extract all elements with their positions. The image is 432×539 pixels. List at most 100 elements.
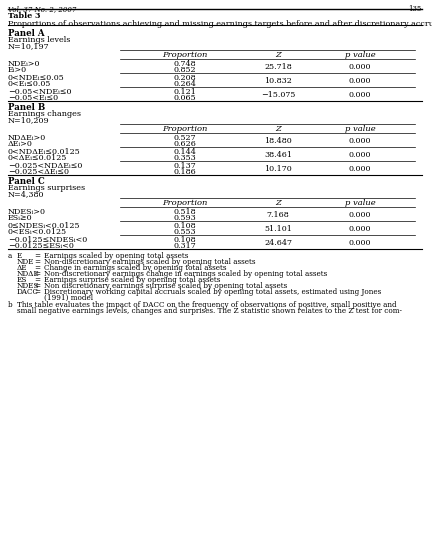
Text: 0.852: 0.852 bbox=[174, 66, 196, 74]
Text: ΔEᵢ>0: ΔEᵢ>0 bbox=[8, 140, 33, 148]
Text: −0.0125≤ESᵢ<0: −0.0125≤ESᵢ<0 bbox=[8, 242, 74, 250]
Text: −15.075: −15.075 bbox=[261, 91, 295, 99]
Text: NDΔE: NDΔE bbox=[17, 270, 40, 278]
Text: 0.353: 0.353 bbox=[174, 154, 197, 162]
Text: 0.108: 0.108 bbox=[174, 222, 196, 230]
Text: small negative earnings levels, changes and surprises. The Z statistic shown rel: small negative earnings levels, changes … bbox=[17, 307, 402, 315]
Text: 0.000: 0.000 bbox=[349, 211, 371, 219]
Text: 25.718: 25.718 bbox=[264, 63, 292, 71]
Text: −0.05<Eᵢ≤0: −0.05<Eᵢ≤0 bbox=[8, 94, 58, 102]
Text: 0.553: 0.553 bbox=[174, 228, 196, 236]
Text: Proportion: Proportion bbox=[162, 125, 208, 133]
Text: p value: p value bbox=[345, 125, 375, 133]
Text: 0.186: 0.186 bbox=[174, 168, 197, 176]
Text: Proportion: Proportion bbox=[162, 199, 208, 207]
Text: −0.025<NDΔEᵢ≤0: −0.025<NDΔEᵢ≤0 bbox=[8, 162, 83, 170]
Text: 0.626: 0.626 bbox=[174, 140, 197, 148]
Text: Z: Z bbox=[275, 199, 281, 207]
Text: 38.461: 38.461 bbox=[264, 151, 292, 159]
Text: 0.121: 0.121 bbox=[174, 88, 197, 96]
Text: NDE: NDE bbox=[17, 258, 35, 266]
Text: 0.527: 0.527 bbox=[174, 134, 196, 142]
Text: Change in earnings scaled by opening total assets: Change in earnings scaled by opening tot… bbox=[44, 264, 226, 272]
Text: 0<NDΔEᵢ≤0.0125: 0<NDΔEᵢ≤0.0125 bbox=[8, 148, 81, 156]
Text: Panel A: Panel A bbox=[8, 29, 44, 38]
Text: Z: Z bbox=[275, 125, 281, 133]
Text: 0.264: 0.264 bbox=[174, 80, 197, 88]
Text: =: = bbox=[34, 252, 40, 260]
Text: 0.208: 0.208 bbox=[174, 74, 196, 82]
Text: 0.000: 0.000 bbox=[349, 151, 371, 159]
Text: 7.168: 7.168 bbox=[267, 211, 289, 219]
Text: =: = bbox=[34, 288, 40, 296]
Text: 0<NDEᵢ≤0.05: 0<NDEᵢ≤0.05 bbox=[8, 74, 65, 82]
Text: 0.000: 0.000 bbox=[349, 225, 371, 233]
Text: −0.0125≤NDESᵢ<0: −0.0125≤NDESᵢ<0 bbox=[8, 236, 87, 244]
Text: 0<ESᵢ<0.0125: 0<ESᵢ<0.0125 bbox=[8, 228, 67, 236]
Text: Earnings surprises: Earnings surprises bbox=[8, 184, 85, 192]
Text: Proportion: Proportion bbox=[162, 51, 208, 59]
Text: Earnings changes: Earnings changes bbox=[8, 110, 81, 118]
Text: Earnings surprise scaled by opening total assets: Earnings surprise scaled by opening tota… bbox=[44, 276, 220, 284]
Text: p value: p value bbox=[345, 51, 375, 59]
Text: E: E bbox=[17, 252, 22, 260]
Text: 0.000: 0.000 bbox=[349, 63, 371, 71]
Text: Vol. 37 No. 2, 2007: Vol. 37 No. 2, 2007 bbox=[8, 5, 76, 13]
Text: ΔE: ΔE bbox=[17, 264, 28, 272]
Text: −0.05<NDEᵢ≤0: −0.05<NDEᵢ≤0 bbox=[8, 88, 72, 96]
Text: 51.101: 51.101 bbox=[264, 225, 292, 233]
Text: Non-discretionary earnings scaled by opening total assets: Non-discretionary earnings scaled by ope… bbox=[44, 258, 255, 266]
Text: =: = bbox=[34, 258, 40, 266]
Text: (1991) model: (1991) model bbox=[44, 294, 93, 302]
Text: N=10,197: N=10,197 bbox=[8, 42, 50, 50]
Text: 0.000: 0.000 bbox=[349, 137, 371, 145]
Text: 0≤NDESᵢ<0.0125: 0≤NDESᵢ<0.0125 bbox=[8, 222, 80, 230]
Text: =: = bbox=[34, 282, 40, 290]
Text: 18.480: 18.480 bbox=[264, 137, 292, 145]
Text: 0.518: 0.518 bbox=[174, 208, 196, 216]
Text: 0.000: 0.000 bbox=[349, 239, 371, 247]
Text: Non-discretionary earnings change in earnings scaled by opening total assets: Non-discretionary earnings change in ear… bbox=[44, 270, 327, 278]
Text: −0.025<ΔEᵢ≤0: −0.025<ΔEᵢ≤0 bbox=[8, 168, 69, 176]
Text: Proportions of observations achieving and missing earnings targets before and af: Proportions of observations achieving an… bbox=[8, 20, 432, 28]
Text: 0.108: 0.108 bbox=[174, 236, 196, 244]
Text: 24.647: 24.647 bbox=[264, 239, 292, 247]
Text: =: = bbox=[34, 276, 40, 284]
Text: 0.065: 0.065 bbox=[174, 94, 196, 102]
Text: p value: p value bbox=[345, 199, 375, 207]
Text: 0.000: 0.000 bbox=[349, 165, 371, 173]
Text: Panel B: Panel B bbox=[8, 103, 45, 112]
Text: 0.144: 0.144 bbox=[174, 148, 197, 156]
Text: NDΔEᵢ>0: NDΔEᵢ>0 bbox=[8, 134, 46, 142]
Text: 0<Eᵢ≤0.05: 0<Eᵢ≤0.05 bbox=[8, 80, 51, 88]
Text: 0.748: 0.748 bbox=[174, 60, 196, 68]
Text: NDESᵢ>0: NDESᵢ>0 bbox=[8, 208, 46, 216]
Text: NDES: NDES bbox=[17, 282, 39, 290]
Text: 0.000: 0.000 bbox=[349, 91, 371, 99]
Text: Table 3: Table 3 bbox=[8, 12, 41, 20]
Text: This table evaluates the impact of DACC on the frequency of observations of posi: This table evaluates the impact of DACC … bbox=[17, 301, 397, 309]
Text: b: b bbox=[8, 301, 13, 309]
Text: Z: Z bbox=[275, 51, 281, 59]
Text: Eᵢ>0: Eᵢ>0 bbox=[8, 66, 27, 74]
Text: DACC: DACC bbox=[17, 288, 39, 296]
Text: ES: ES bbox=[17, 276, 27, 284]
Text: Earnings levels: Earnings levels bbox=[8, 36, 70, 44]
Text: 135: 135 bbox=[409, 5, 422, 13]
Text: N=10,209: N=10,209 bbox=[8, 116, 50, 124]
Text: =: = bbox=[34, 270, 40, 278]
Text: a: a bbox=[8, 252, 12, 260]
Text: 0.593: 0.593 bbox=[174, 214, 197, 222]
Text: 10.832: 10.832 bbox=[264, 77, 292, 85]
Text: =: = bbox=[34, 264, 40, 272]
Text: 0.000: 0.000 bbox=[349, 77, 371, 85]
Text: 0.137: 0.137 bbox=[174, 162, 197, 170]
Text: Panel C: Panel C bbox=[8, 177, 45, 186]
Text: 10.170: 10.170 bbox=[264, 165, 292, 173]
Text: Earnings scaled by opening total assets: Earnings scaled by opening total assets bbox=[44, 252, 188, 260]
Text: N=4,380: N=4,380 bbox=[8, 190, 44, 198]
Text: Discretionary working capital accruals scaled by opening total assets, estimated: Discretionary working capital accruals s… bbox=[44, 288, 381, 296]
Text: Non discretionary earnings surprise scaled by opening total assets: Non discretionary earnings surprise scal… bbox=[44, 282, 287, 290]
Text: 0.317: 0.317 bbox=[174, 242, 197, 250]
Text: NDEᵢ>0: NDEᵢ>0 bbox=[8, 60, 41, 68]
